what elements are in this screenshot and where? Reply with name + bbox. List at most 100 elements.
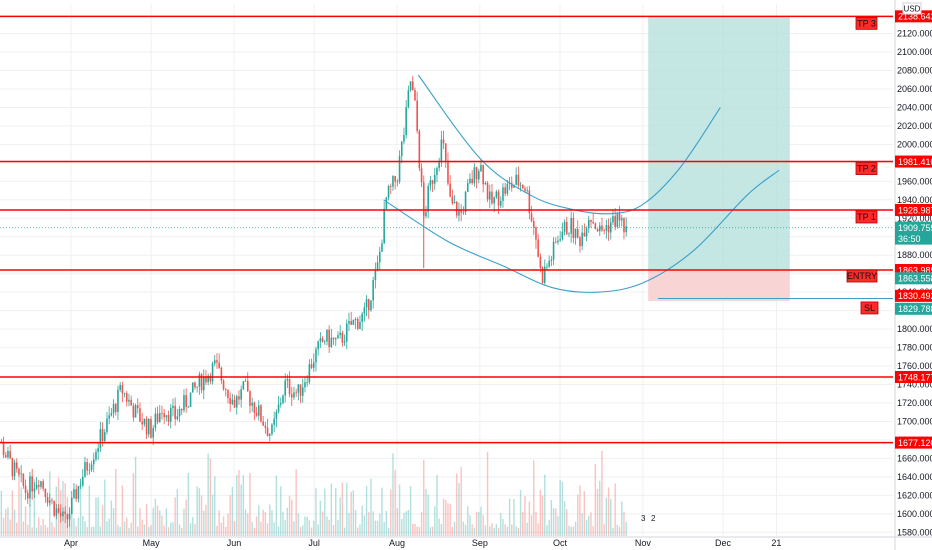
candle-body — [460, 209, 462, 213]
candle-body — [42, 481, 44, 489]
horizontal-levels[interactable] — [0, 15, 893, 444]
candle-body — [92, 459, 95, 465]
volume-bar — [218, 510, 220, 536]
volume-bar — [88, 485, 91, 536]
candle-body — [216, 360, 218, 363]
candle-body — [235, 396, 238, 408]
candle-body — [477, 171, 480, 180]
volume-bar — [511, 524, 513, 536]
candle-body — [152, 428, 154, 438]
volume-bar — [275, 475, 278, 536]
volume-bar — [601, 450, 603, 536]
volume-bar — [453, 521, 456, 536]
volume-bar — [517, 527, 520, 536]
loss-zone[interactable] — [648, 270, 790, 301]
x-tick-label: Sep — [472, 538, 488, 548]
candle-body — [548, 260, 550, 267]
volume-bar — [409, 486, 412, 536]
level-price-label: 1748.177 — [898, 372, 932, 382]
candle-body — [24, 485, 27, 493]
candle-body — [405, 107, 407, 135]
volume-bar — [112, 508, 115, 536]
volume-bar — [126, 517, 128, 536]
candle-body — [554, 241, 557, 243]
candle-body — [343, 341, 346, 343]
volume-bar — [473, 527, 476, 536]
volume-bar — [447, 503, 449, 536]
volume-bar — [101, 505, 104, 536]
time-axis[interactable]: Apr May Jun Jul Aug Sep Oct Nov Dec 21 — [0, 536, 932, 548]
candle-body — [172, 405, 174, 408]
volume-bar — [266, 523, 269, 536]
volume-bar — [324, 488, 326, 536]
volume-bar — [40, 525, 42, 536]
volume-bar — [341, 482, 344, 536]
candle-body — [312, 362, 315, 368]
candle-body — [552, 241, 555, 260]
volume-bar — [346, 482, 348, 536]
y-tick-label: 1600.000 — [897, 509, 932, 519]
volume-bar — [616, 524, 619, 536]
volume-bar — [412, 523, 414, 536]
candle-body — [356, 318, 359, 329]
volume-bar — [229, 495, 231, 536]
volume-bar — [605, 497, 608, 536]
candle-body — [361, 313, 363, 322]
candle-body — [440, 139, 443, 163]
volume-bar — [216, 525, 218, 536]
volume-bar — [368, 512, 370, 536]
volume-bar — [227, 513, 229, 536]
volume-bar — [178, 524, 181, 536]
sl-tag-label: SL — [864, 303, 875, 313]
volume-bar — [291, 499, 293, 536]
level-tag-label: ENTRY — [847, 271, 877, 281]
candle-body — [453, 201, 456, 204]
candle-body — [328, 329, 330, 347]
volume-bar — [183, 508, 185, 536]
volume-bar — [159, 510, 161, 536]
volume-bar — [387, 527, 390, 536]
y-tick-label: 1920.000 — [897, 213, 932, 223]
candle-body — [315, 349, 317, 363]
candle-body — [354, 318, 357, 321]
candle-body — [240, 389, 242, 400]
candle-body — [101, 429, 104, 442]
position-tool[interactable] — [648, 16, 790, 301]
profit-zone[interactable] — [648, 16, 790, 271]
y-tick-label: 1620.000 — [897, 490, 932, 500]
candle-body — [374, 269, 377, 280]
volume-bar — [0, 490, 3, 536]
candle-body — [46, 497, 49, 503]
volume-bar — [533, 460, 535, 536]
candle-body — [35, 484, 38, 489]
volume-bar — [350, 491, 352, 536]
volume-bar — [156, 505, 159, 536]
volume-bar — [117, 524, 119, 536]
candle-body — [121, 385, 124, 394]
volume-bar — [449, 503, 451, 536]
curve-line[interactable] — [417, 74, 721, 215]
volume-bar — [594, 463, 597, 536]
candle-body — [594, 223, 597, 229]
volume-bar — [13, 509, 16, 536]
volume-bar — [238, 470, 240, 536]
candle-body — [447, 160, 449, 184]
candle-body — [244, 380, 247, 382]
y-tick-label: 1700.000 — [897, 416, 932, 426]
volume-bar — [11, 490, 14, 536]
candle-body — [191, 382, 194, 393]
candle-body — [334, 338, 337, 340]
candle-body — [519, 184, 522, 186]
volume-bar — [396, 508, 399, 536]
candle-body — [612, 216, 614, 223]
candle-body — [510, 182, 513, 188]
volume-bar — [192, 517, 194, 536]
candle-body — [308, 364, 311, 383]
candle-body — [407, 90, 410, 108]
candle-body — [286, 379, 289, 381]
candle-body — [299, 384, 302, 396]
volume-bar — [161, 515, 163, 536]
candle-body — [79, 485, 82, 487]
volume-bar — [370, 478, 372, 536]
